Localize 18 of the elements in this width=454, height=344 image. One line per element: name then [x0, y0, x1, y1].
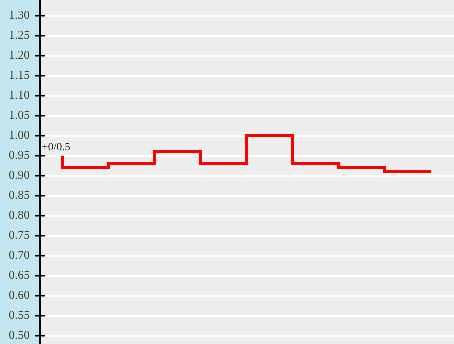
y-tick-label: 0.80	[9, 208, 30, 222]
annotation: +0/0.5	[42, 141, 72, 154]
y-tick-label: 0.95	[9, 148, 30, 162]
y-tick-label: 1.10	[9, 88, 30, 102]
y-tick-label: 0.50	[9, 328, 30, 342]
y-tick-label: 1.20	[9, 48, 30, 62]
y-tick-label: 1.05	[9, 108, 30, 122]
y-tick-label: 0.60	[9, 288, 30, 302]
y-tick-label: 1.15	[9, 68, 30, 82]
y-tick-label: 1.00	[9, 128, 30, 142]
y-tick-label: 0.65	[9, 268, 30, 282]
y-tick-label: 0.85	[9, 188, 30, 202]
y-tick-label: 1.25	[9, 28, 30, 42]
y-tick-label: 0.55	[9, 308, 30, 322]
y-tick-label: 0.90	[9, 168, 30, 182]
y-tick-label: 1.30	[9, 8, 30, 22]
y-tick-label: 0.75	[9, 228, 30, 242]
y-tick-label: 0.70	[9, 248, 30, 262]
